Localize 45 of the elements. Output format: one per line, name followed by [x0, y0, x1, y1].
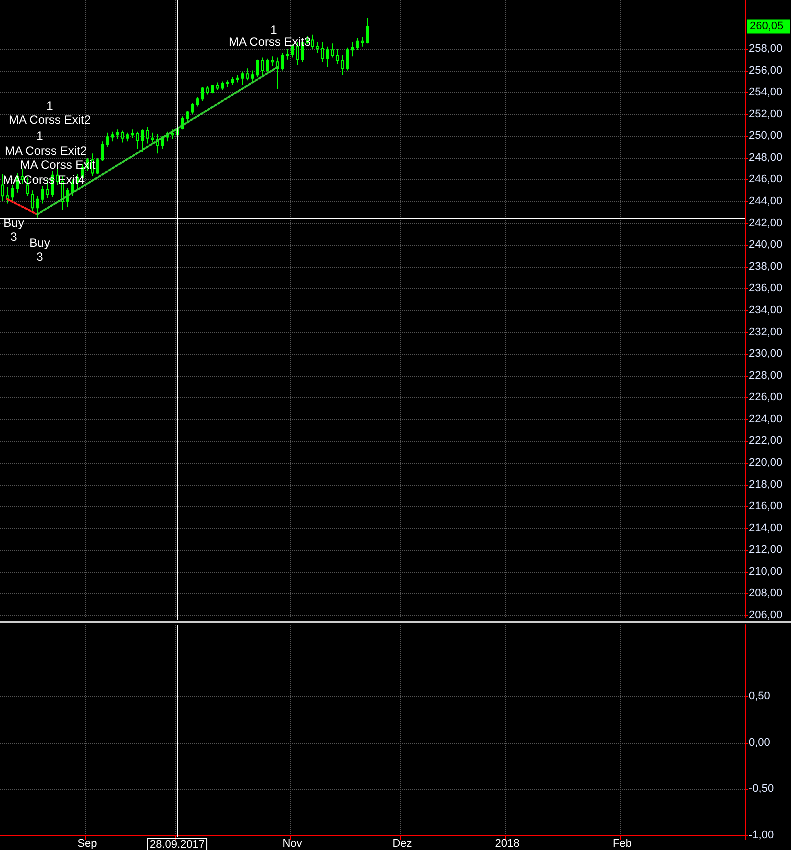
y-tick-label: 0,50	[749, 690, 770, 702]
y-tick-label: 208,00	[749, 588, 783, 600]
y-tick-label: 216,00	[749, 500, 783, 513]
annotation: 1	[36, 129, 44, 143]
y-tick-label: 252,00	[749, 108, 783, 120]
annotation: Buy 3	[4, 216, 24, 244]
y-tick-label: 212,00	[749, 544, 783, 556]
annotation: 1	[46, 99, 54, 113]
y-tick-label: 254,00	[749, 86, 783, 99]
y-tick-label: 248,00	[749, 152, 783, 164]
y-tick-label: 258,00	[749, 43, 783, 56]
annotation: MA Corss Exit2	[8, 113, 92, 127]
x-tick-label: 2018	[495, 838, 520, 850]
y-tick-label: 250,00	[749, 130, 783, 142]
y-tick-label: 218,00	[749, 478, 783, 491]
y-tick-label: 232,00	[749, 326, 783, 338]
y-tick-label: 234,00	[749, 304, 783, 316]
x-tick-label: 28.09.2017	[150, 839, 206, 850]
x-tick-label: Nov	[282, 838, 303, 850]
y-tick-label: 214,00	[749, 522, 783, 534]
y-tick-label: 210,00	[749, 566, 783, 578]
y-tick-label: 0,00	[749, 736, 770, 749]
y-tick-label: 228,00	[749, 370, 783, 382]
y-tick-label: 242,00	[749, 217, 783, 230]
y-tick-label: 240,00	[749, 239, 783, 252]
annotation: 1	[270, 23, 278, 37]
y-tick-label: 238,00	[749, 260, 783, 273]
y-tick-label: 224,00	[749, 413, 783, 426]
annotation: MA Corss Exit2	[4, 144, 88, 158]
x-tick-label: Feb	[613, 838, 632, 850]
x-tick-label: Sep	[78, 838, 98, 850]
y-tick-label: 206,00	[749, 610, 783, 622]
y-tick-label: 220,00	[749, 456, 783, 469]
y-tick-label: -0,50	[749, 783, 774, 796]
y-tick-label: 230,00	[749, 348, 783, 360]
y-tick-label: 256,00	[749, 64, 783, 77]
y-tick-label: 236,00	[749, 282, 783, 295]
y-tick-label: 246,00	[749, 174, 783, 186]
y-tick-label: 244,00	[749, 196, 783, 208]
annotation: 260,05	[750, 20, 784, 33]
y-tick-label: -1,00	[749, 830, 774, 842]
x-tick-label: Dez	[392, 838, 412, 850]
y-tick-label: 222,00	[749, 435, 783, 448]
annotation: Buy 3	[30, 236, 50, 264]
y-tick-label: 226,00	[749, 392, 783, 404]
